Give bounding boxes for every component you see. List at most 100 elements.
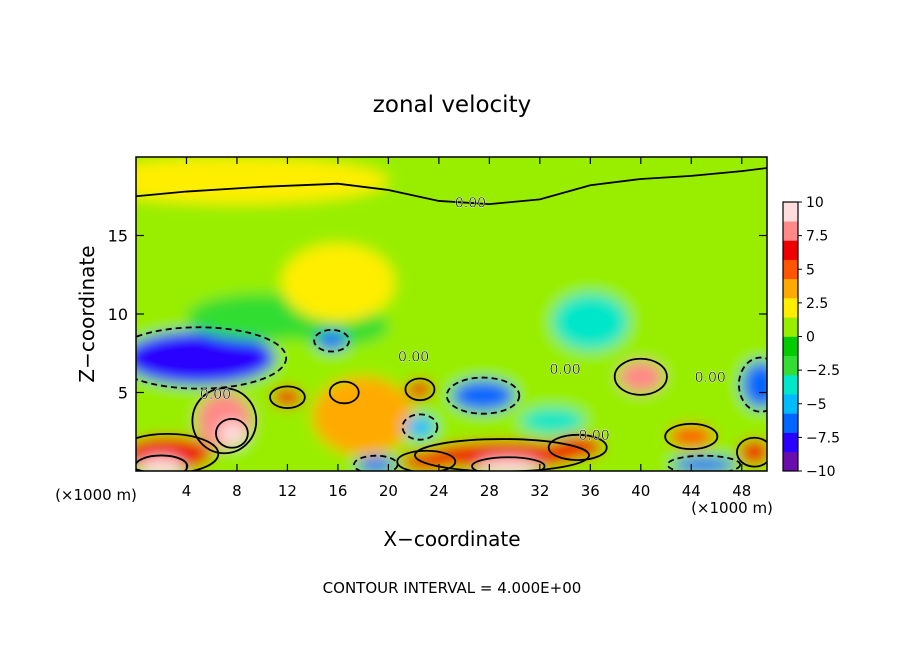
field-cell bbox=[138, 456, 184, 471]
contour-label: 0.00 bbox=[579, 428, 610, 444]
x-tick-label: 16 bbox=[328, 482, 347, 500]
x-axis: 4 8 12 16 20 24 28 32 36 40 44 48 bbox=[182, 157, 751, 500]
contour-interval-note: CONTOUR INTERVAL = 4.000E+00 bbox=[323, 579, 582, 597]
field-cell bbox=[741, 361, 767, 409]
field-cell bbox=[407, 379, 433, 399]
colorbar-label: 2.5 bbox=[806, 296, 828, 312]
field-cell bbox=[316, 331, 347, 351]
field-cell bbox=[404, 416, 436, 439]
zero-contour bbox=[136, 167, 767, 206]
x-tick-label: 44 bbox=[682, 482, 701, 500]
contour-line bbox=[547, 433, 608, 461]
field-cell bbox=[668, 425, 714, 448]
x-axis-label: X−coordinate bbox=[383, 527, 520, 551]
contour-line bbox=[136, 326, 288, 390]
contour-line bbox=[613, 357, 668, 396]
contour-line bbox=[471, 456, 546, 471]
contour-line bbox=[396, 449, 457, 471]
field-cell bbox=[451, 379, 515, 412]
contour-line bbox=[738, 356, 767, 413]
contour-line bbox=[191, 387, 258, 455]
x-tick-label: 24 bbox=[429, 482, 448, 500]
contour-line bbox=[404, 377, 436, 402]
field-cell bbox=[520, 408, 585, 434]
x-tick-label: 4 bbox=[182, 482, 192, 500]
x-tick-label: 12 bbox=[278, 482, 297, 500]
field-cell bbox=[136, 157, 389, 205]
colorbar-swatch bbox=[783, 432, 798, 453]
colorbar-swatch bbox=[783, 374, 798, 395]
contour-line bbox=[215, 417, 249, 449]
colorbar-swatch bbox=[783, 394, 798, 414]
colorbar-swatch bbox=[783, 298, 798, 318]
field-cell bbox=[331, 383, 357, 402]
colorbar: 10 7.5 5 2.5 0 −2.5 −5 −7.5 −10 bbox=[782, 195, 840, 480]
colorbar-label: −10 bbox=[806, 464, 836, 480]
contour-label: 0.00 bbox=[695, 370, 726, 386]
x-tick-label: 20 bbox=[379, 482, 398, 500]
field-cell bbox=[218, 420, 246, 446]
colorbar-swatch bbox=[783, 336, 798, 357]
contour-line bbox=[736, 436, 767, 468]
x-tick-label: 40 bbox=[631, 482, 650, 500]
contour-line bbox=[328, 380, 360, 405]
colorbar-label: 0 bbox=[806, 330, 815, 346]
colorbar-swatch bbox=[783, 221, 798, 241]
x-unit-right: (×1000 m) bbox=[691, 499, 773, 517]
contour-label: 0.00 bbox=[455, 196, 486, 212]
field-cell bbox=[312, 376, 414, 456]
field-cell bbox=[552, 293, 629, 351]
x-unit-left: (×1000 m) bbox=[55, 486, 137, 504]
colorbar-swatch bbox=[783, 413, 798, 433]
colorbar-label: −2.5 bbox=[806, 363, 840, 379]
contour-label: 0.00 bbox=[549, 362, 580, 378]
contour-line bbox=[414, 438, 590, 471]
colorbar-swatch bbox=[783, 202, 798, 222]
field-cell bbox=[136, 331, 275, 385]
contour-line bbox=[664, 422, 719, 450]
field-cell bbox=[615, 188, 742, 314]
field-cell bbox=[356, 456, 395, 471]
contour-label: 0.00 bbox=[200, 387, 231, 403]
colorbar-label: 7.5 bbox=[806, 229, 828, 245]
x-tick-label: 32 bbox=[530, 482, 549, 500]
colorbar-swatch bbox=[783, 317, 798, 337]
contour-line bbox=[353, 454, 399, 471]
x-tick-label: 28 bbox=[480, 482, 499, 500]
colorbar-swatch bbox=[783, 278, 798, 299]
colorbar-label: 5 bbox=[806, 262, 815, 278]
x-tick-label: 36 bbox=[581, 482, 600, 500]
colorbar-swatch bbox=[783, 240, 798, 260]
contour-line bbox=[136, 454, 189, 471]
field-cell bbox=[272, 387, 303, 407]
colorbar-swatch bbox=[783, 259, 798, 280]
colorbar-label: −5 bbox=[806, 397, 827, 413]
colorbar-swatch bbox=[783, 355, 798, 376]
field-cell bbox=[672, 456, 736, 471]
y-tick-label: 5 bbox=[118, 384, 128, 403]
contour-labels: 0.00 0.00 0.00 0.00 0.00 0.00 bbox=[200, 195, 726, 444]
heatmap-field bbox=[136, 157, 767, 471]
field-cell bbox=[618, 361, 664, 393]
y-axis: 5 10 15 bbox=[108, 227, 767, 403]
chart-title: zonal velocity bbox=[373, 92, 531, 118]
field-cell bbox=[476, 458, 540, 471]
colorbar-label: 10 bbox=[806, 195, 824, 211]
colorbar-swatch bbox=[783, 451, 798, 472]
field-cell bbox=[739, 439, 767, 465]
colorbar-label: −7.5 bbox=[806, 430, 840, 446]
contour-line bbox=[269, 385, 306, 409]
x-tick-label: 8 bbox=[232, 482, 242, 500]
y-tick-label: 15 bbox=[108, 227, 128, 246]
x-tick-label: 48 bbox=[732, 482, 751, 500]
field-cell bbox=[281, 243, 395, 322]
contour-line bbox=[313, 328, 350, 353]
contour-line bbox=[136, 432, 220, 471]
contour-line bbox=[401, 413, 439, 441]
y-tick-label: 10 bbox=[108, 305, 128, 324]
contour-label: 0.00 bbox=[398, 349, 429, 365]
contour-line bbox=[666, 454, 742, 471]
contour-line bbox=[445, 376, 521, 415]
y-axis-label: Z−coordinate bbox=[75, 245, 99, 382]
